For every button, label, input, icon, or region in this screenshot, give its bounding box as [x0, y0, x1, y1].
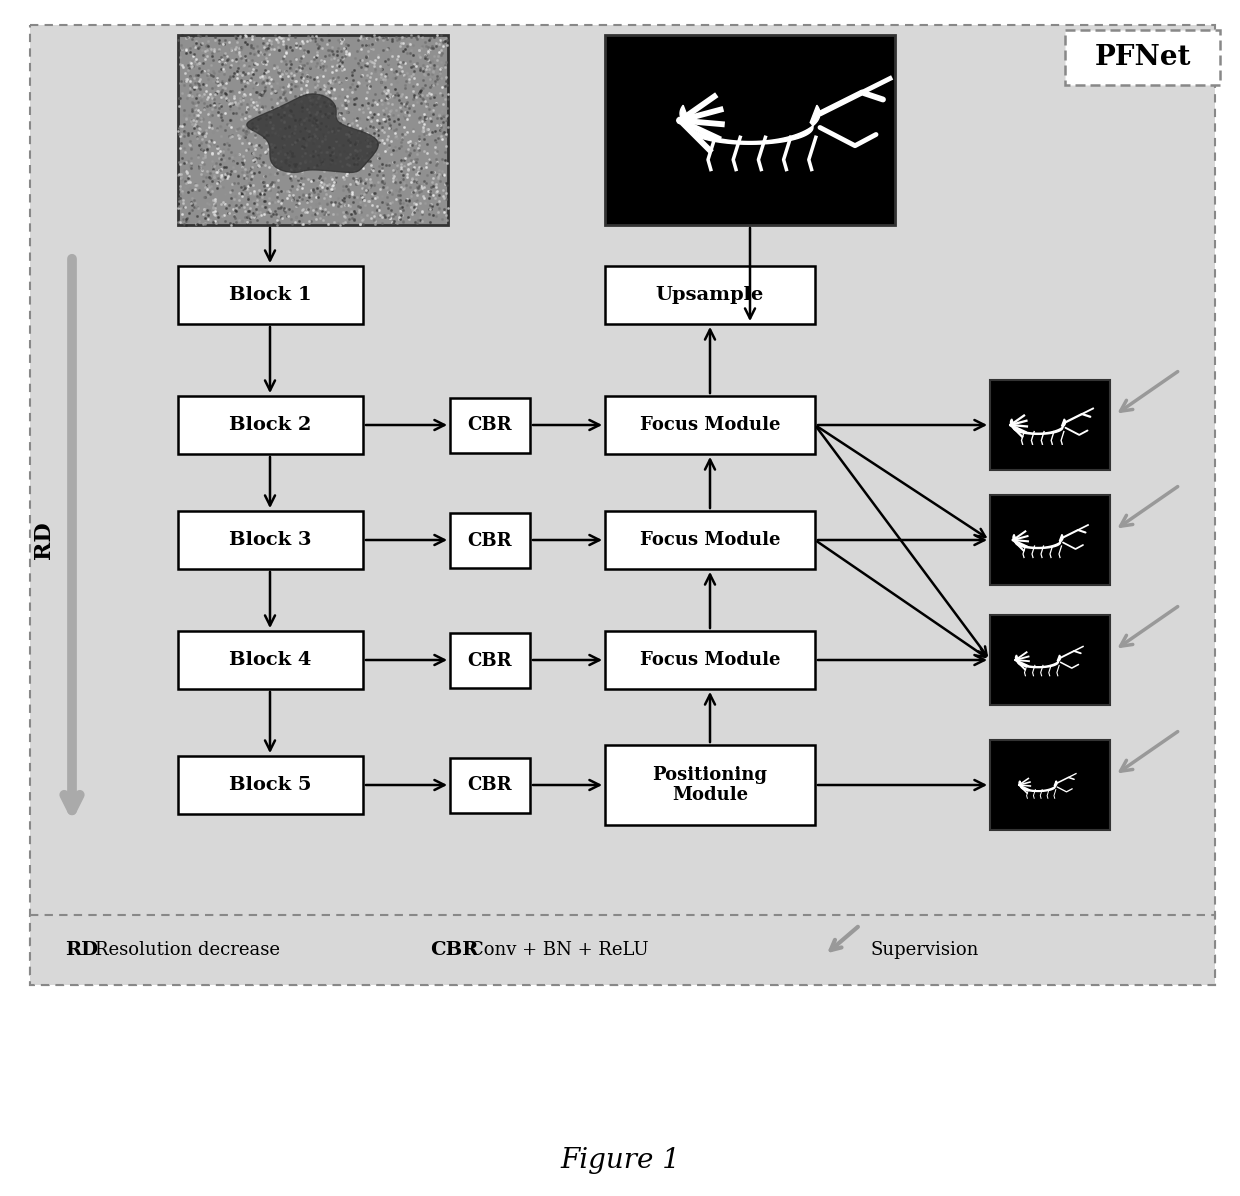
Text: CBR: CBR	[430, 941, 479, 959]
Text: Focus Module: Focus Module	[640, 531, 780, 549]
Text: CBR: CBR	[467, 416, 512, 434]
FancyBboxPatch shape	[179, 756, 363, 814]
Polygon shape	[680, 105, 820, 145]
Polygon shape	[1013, 535, 1063, 549]
FancyBboxPatch shape	[30, 915, 1215, 986]
FancyBboxPatch shape	[605, 511, 815, 569]
Text: CBR: CBR	[467, 652, 512, 670]
Polygon shape	[248, 94, 377, 172]
Text: Focus Module: Focus Module	[640, 651, 780, 669]
FancyBboxPatch shape	[450, 398, 529, 453]
Text: Supervision: Supervision	[870, 941, 978, 959]
Polygon shape	[247, 94, 378, 172]
FancyBboxPatch shape	[179, 266, 363, 324]
FancyBboxPatch shape	[1065, 30, 1220, 85]
FancyBboxPatch shape	[990, 615, 1110, 704]
Text: Block 1: Block 1	[229, 286, 311, 304]
Text: PFNet: PFNet	[1094, 44, 1190, 71]
FancyBboxPatch shape	[605, 631, 815, 689]
FancyBboxPatch shape	[179, 511, 363, 569]
Text: CBR: CBR	[467, 776, 512, 794]
Text: RD: RD	[64, 941, 98, 959]
FancyBboxPatch shape	[450, 758, 529, 813]
FancyBboxPatch shape	[990, 380, 1110, 470]
FancyBboxPatch shape	[30, 25, 1215, 986]
FancyBboxPatch shape	[990, 495, 1110, 585]
FancyBboxPatch shape	[179, 35, 448, 225]
Text: Block 2: Block 2	[229, 416, 311, 434]
FancyBboxPatch shape	[605, 396, 815, 454]
Text: Block 5: Block 5	[229, 776, 311, 794]
Text: Resolution decrease: Resolution decrease	[95, 941, 280, 959]
Text: Positioning
Module: Positioning Module	[652, 765, 768, 805]
Text: Focus Module: Focus Module	[640, 416, 780, 434]
FancyBboxPatch shape	[990, 740, 1110, 830]
FancyBboxPatch shape	[450, 633, 529, 688]
Text: Conv + BN + ReLU: Conv + BN + ReLU	[470, 941, 649, 959]
Text: RD: RD	[33, 521, 55, 559]
FancyBboxPatch shape	[605, 266, 815, 324]
Text: Block 3: Block 3	[229, 531, 311, 549]
FancyBboxPatch shape	[605, 35, 895, 225]
FancyBboxPatch shape	[605, 745, 815, 825]
FancyBboxPatch shape	[179, 396, 363, 454]
FancyBboxPatch shape	[450, 513, 529, 568]
Polygon shape	[1011, 419, 1065, 434]
FancyBboxPatch shape	[179, 631, 363, 689]
Text: Block 4: Block 4	[229, 651, 311, 669]
Text: Figure 1: Figure 1	[560, 1147, 680, 1173]
Text: Upsample: Upsample	[656, 286, 764, 304]
Polygon shape	[1019, 781, 1056, 792]
Text: CBR: CBR	[467, 531, 512, 549]
Polygon shape	[1016, 655, 1060, 667]
